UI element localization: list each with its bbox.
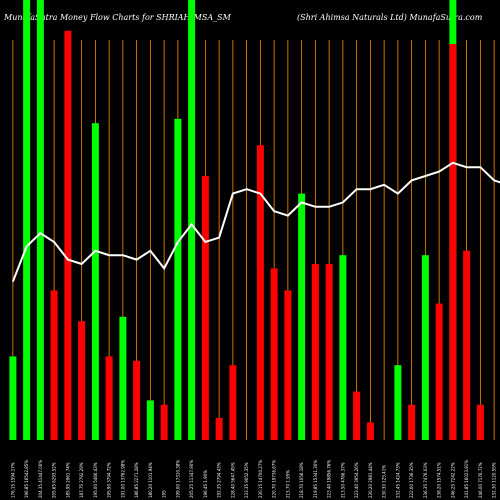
x-tick-label: 218.70 1056.18% xyxy=(299,462,304,498)
bar-red xyxy=(449,44,457,440)
bar-red xyxy=(133,360,141,440)
x-tick-label: 204.35 41447.00% xyxy=(38,460,43,498)
bar-green xyxy=(298,193,306,440)
x-tick-label: 230.30 125.41% xyxy=(382,465,387,498)
bar-marks xyxy=(9,0,484,441)
price-line xyxy=(11,161,500,282)
bar-green xyxy=(421,255,429,440)
x-tick-label: 223.40 19856.76% xyxy=(327,460,332,498)
bar-red xyxy=(408,404,416,440)
x-tick-label: 238.20 1574.51% xyxy=(437,462,442,498)
bar-green xyxy=(119,316,127,440)
bar-red xyxy=(311,264,319,440)
x-tick-label: 185.95 2961.74% xyxy=(65,462,70,498)
x-tick-label: 246.25 7242.22% xyxy=(450,462,455,498)
bar-green xyxy=(36,0,44,440)
bar-red xyxy=(256,145,264,440)
bar-red xyxy=(160,404,168,440)
x-tick-label: 230.20 2981.44% xyxy=(368,462,373,498)
bar-red xyxy=(284,290,292,440)
x-tick-label: 232.30 1120.55% xyxy=(492,462,497,498)
bar-green xyxy=(174,118,182,441)
bar-green xyxy=(394,365,402,440)
x-tick-label: 192.35 2794.43% xyxy=(217,462,222,498)
bar-red xyxy=(476,404,484,440)
x-tick-labels: 176.15 1594.17% 196.85 16542.85% 204.35 41… xyxy=(10,460,497,498)
x-tick-label: 187.75 2792.29% xyxy=(79,462,84,498)
x-tick-label: 191.00 13762.98% xyxy=(120,460,125,498)
x-tick-label: 205.65 6293.52% xyxy=(52,462,57,498)
x-tick-label: 228.40 5647.45% xyxy=(230,462,235,498)
bar-red xyxy=(229,365,237,440)
x-tick-label: 222.00 1736.35% xyxy=(409,462,414,498)
x-tick-label: 220.70 19736.67% xyxy=(272,460,277,498)
chart-subtitle: (Shri Ahimsa Naturals Ltd) MunafaSutra.c… xyxy=(297,13,483,22)
x-tick-label: 223.40 3954.26% xyxy=(354,462,359,498)
bar-green xyxy=(9,356,17,440)
x-tick-label: 199.00 17310.38% xyxy=(175,460,180,498)
x-tick-label: 241.85 16023.81% xyxy=(464,460,469,498)
bar-green xyxy=(23,0,31,440)
x-tick-label: 196.85 16542.85% xyxy=(24,460,29,498)
x-tick-label: 236.35 7476.03% xyxy=(423,462,428,498)
bar-red xyxy=(64,30,72,441)
x-tick-label: 215.70 1.95% xyxy=(285,470,290,498)
price-line-path xyxy=(11,161,500,282)
x-tick-label: 196.45 1.90% xyxy=(203,470,208,498)
x-tick-label: 180.20 1101.94% xyxy=(148,462,153,498)
bar-red xyxy=(215,418,223,440)
bar-green xyxy=(91,123,99,440)
x-tick-label: 176.15 1594.17% xyxy=(10,462,15,498)
bar-green xyxy=(339,255,347,440)
bar-red xyxy=(78,321,86,440)
x-tick-label: 246.00 7176.72% xyxy=(478,462,483,498)
x-tick-label: 230.15 14700.27% xyxy=(258,460,263,498)
x-tick-label: 233.35 9052.35% xyxy=(244,462,249,498)
bar-red xyxy=(270,268,278,440)
x-tick-label: 195.00 5466.43% xyxy=(93,462,98,498)
bar-red xyxy=(366,422,374,440)
x-tick-label: 213.50 4766.37% xyxy=(340,462,345,498)
bar-red xyxy=(201,176,209,440)
bar-red xyxy=(463,250,471,440)
bar-red xyxy=(435,303,443,440)
bar-red xyxy=(50,290,58,440)
x-tick-label: 219.85 15341.30% xyxy=(313,460,318,498)
x-tick-label: 195.90 3794.72% xyxy=(107,462,112,498)
chart-title: MunafaSutra Money Flow Charts for SHRIAH… xyxy=(3,13,232,22)
bar-red xyxy=(105,356,113,440)
x-tick-label: 195 xyxy=(162,490,167,498)
bar-green xyxy=(146,400,154,440)
bar-red xyxy=(353,391,361,440)
bar-red xyxy=(325,264,333,440)
x-tick-label: 205.25 11347.90% xyxy=(189,460,194,498)
x-tick-label: 186.85 2271.28% xyxy=(134,462,139,498)
bar-green xyxy=(188,0,196,440)
x-tick-label: 232.45 1424.73% xyxy=(395,462,400,498)
